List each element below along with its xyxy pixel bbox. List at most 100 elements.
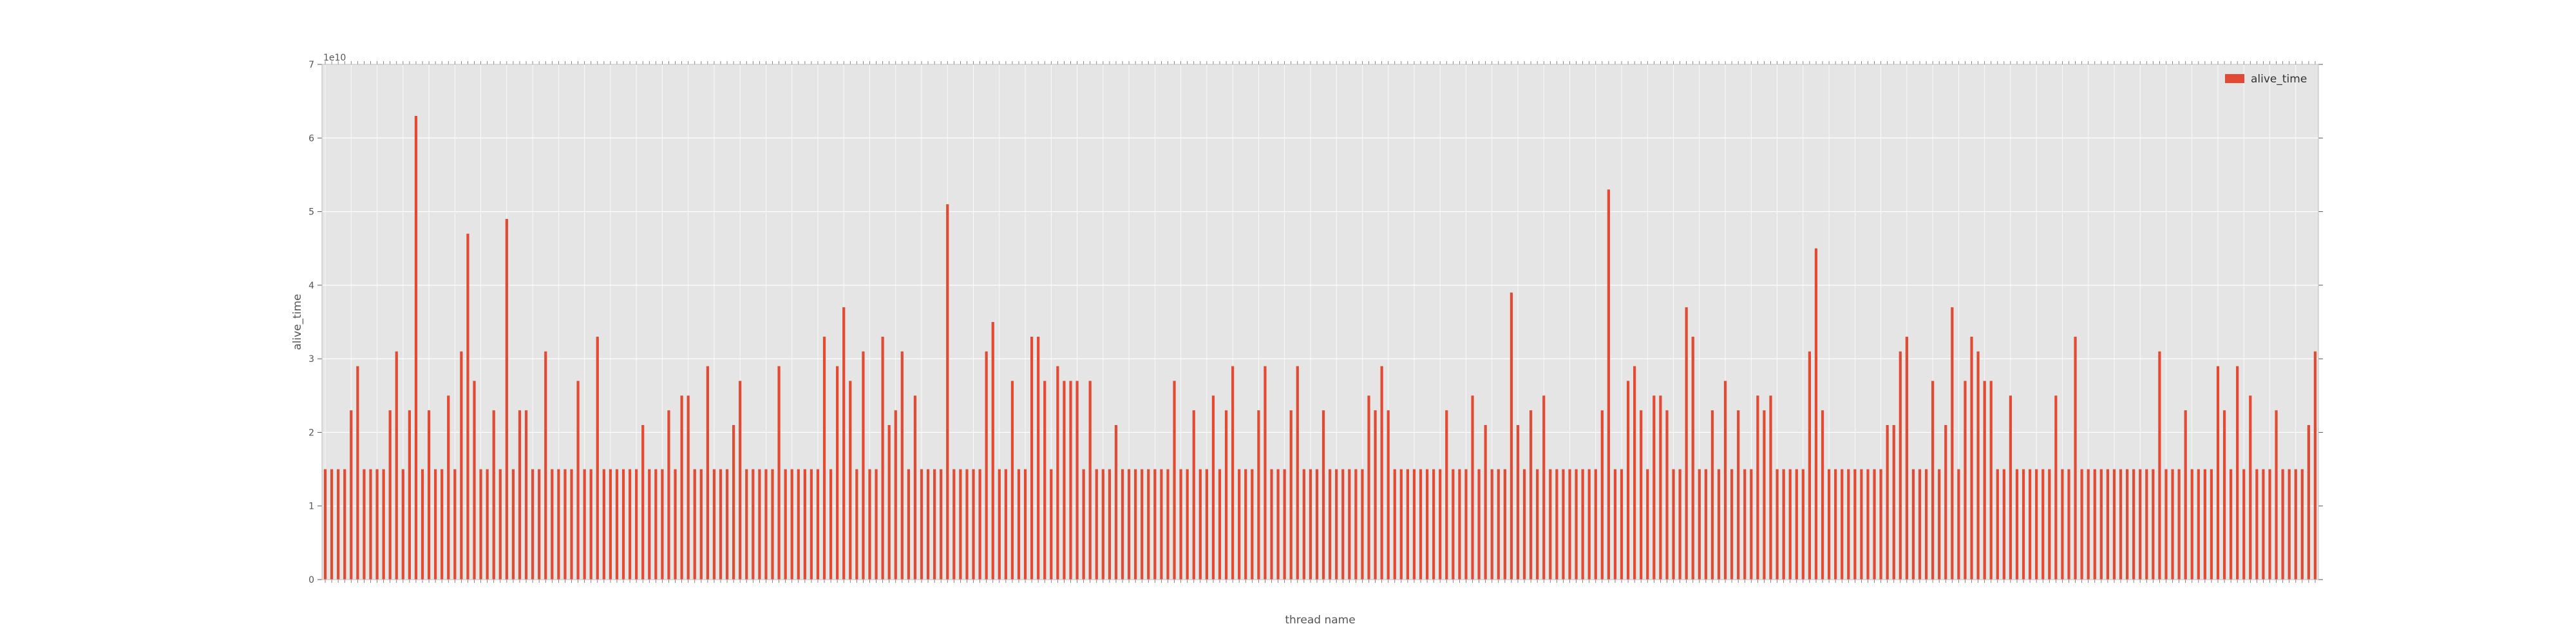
bar bbox=[531, 469, 535, 580]
bar bbox=[2125, 469, 2129, 580]
bar bbox=[1607, 189, 1611, 580]
bar bbox=[1646, 469, 1649, 580]
bar bbox=[1387, 410, 1390, 580]
bar bbox=[790, 469, 793, 580]
bar bbox=[2061, 469, 2064, 580]
bar bbox=[2203, 469, 2206, 580]
bar bbox=[1095, 469, 1098, 580]
bar bbox=[752, 469, 755, 580]
bar bbox=[764, 469, 768, 580]
bar bbox=[596, 336, 599, 580]
bar bbox=[2307, 425, 2311, 580]
bar bbox=[615, 469, 619, 580]
bar bbox=[1698, 469, 1701, 580]
bar bbox=[1626, 381, 1630, 580]
bar bbox=[1179, 469, 1182, 580]
bar bbox=[1665, 410, 1669, 580]
bar bbox=[486, 469, 489, 580]
bar bbox=[576, 381, 580, 580]
bar bbox=[2184, 410, 2187, 580]
bar bbox=[2171, 469, 2174, 580]
bar bbox=[1873, 469, 1876, 580]
bar bbox=[1231, 366, 1235, 580]
bar bbox=[1529, 410, 1533, 580]
bar bbox=[589, 469, 592, 580]
bar bbox=[1419, 469, 1423, 580]
bar bbox=[2119, 469, 2123, 580]
bar bbox=[706, 366, 709, 580]
bar bbox=[505, 219, 508, 580]
bar bbox=[609, 469, 612, 580]
bar bbox=[1380, 366, 1383, 580]
bar bbox=[518, 410, 522, 580]
bar bbox=[849, 381, 852, 580]
bar bbox=[2275, 410, 2278, 580]
bar bbox=[363, 469, 366, 580]
bar bbox=[1924, 469, 1928, 580]
bar bbox=[1153, 469, 1157, 580]
bar bbox=[1549, 469, 1552, 580]
bar bbox=[2230, 469, 2233, 580]
bar bbox=[739, 381, 742, 580]
bar bbox=[2262, 469, 2265, 580]
bar bbox=[1367, 395, 1370, 580]
bar bbox=[1056, 366, 1059, 580]
legend: alive_time bbox=[2225, 73, 2307, 86]
bar bbox=[920, 469, 923, 580]
bar bbox=[1257, 410, 1260, 580]
bar bbox=[2197, 469, 2200, 580]
bar bbox=[1497, 469, 1500, 580]
bar bbox=[1445, 410, 1448, 580]
bar bbox=[2022, 469, 2025, 580]
bar bbox=[2015, 469, 2019, 580]
bar bbox=[2041, 469, 2045, 580]
bar bbox=[1659, 395, 1662, 580]
bar bbox=[1640, 410, 1643, 580]
bar bbox=[2313, 351, 2317, 580]
bar bbox=[978, 469, 981, 580]
bar bbox=[628, 469, 632, 580]
bar bbox=[1931, 381, 1935, 580]
bar bbox=[1147, 469, 1150, 580]
bar bbox=[2222, 410, 2226, 580]
bar bbox=[1412, 469, 1416, 580]
bar bbox=[2074, 336, 2077, 580]
bar bbox=[991, 322, 994, 580]
bar bbox=[946, 204, 949, 580]
bar bbox=[1425, 469, 1429, 580]
bar bbox=[1374, 410, 1377, 580]
bar bbox=[1399, 469, 1403, 580]
bar bbox=[414, 116, 418, 580]
bar bbox=[862, 351, 865, 580]
y-tick-label: 5 bbox=[308, 207, 314, 218]
bar bbox=[2080, 469, 2083, 580]
bar bbox=[621, 469, 625, 580]
bar bbox=[907, 469, 910, 580]
bar bbox=[2106, 469, 2110, 580]
bar bbox=[1841, 469, 1844, 580]
bar bbox=[583, 469, 586, 580]
bar bbox=[725, 469, 729, 580]
bar bbox=[1542, 395, 1546, 580]
bar bbox=[771, 469, 774, 580]
bar bbox=[1633, 366, 1636, 580]
bar bbox=[1244, 469, 1247, 580]
bar bbox=[2249, 395, 2252, 580]
bar bbox=[1452, 469, 1455, 580]
bar bbox=[453, 469, 457, 580]
bar bbox=[1361, 469, 1364, 580]
bar bbox=[2028, 469, 2032, 580]
plot-frame bbox=[321, 64, 2319, 580]
bar bbox=[2294, 469, 2297, 580]
bar bbox=[933, 469, 936, 580]
bar bbox=[1737, 410, 1740, 580]
bar bbox=[661, 469, 664, 580]
bar bbox=[1004, 469, 1007, 580]
bar bbox=[1587, 469, 1591, 580]
bar bbox=[564, 469, 567, 580]
legend-swatch bbox=[2225, 74, 2244, 83]
bar bbox=[2035, 469, 2038, 580]
bar bbox=[641, 425, 645, 580]
bar bbox=[2009, 395, 2012, 580]
bar bbox=[1341, 469, 1345, 580]
